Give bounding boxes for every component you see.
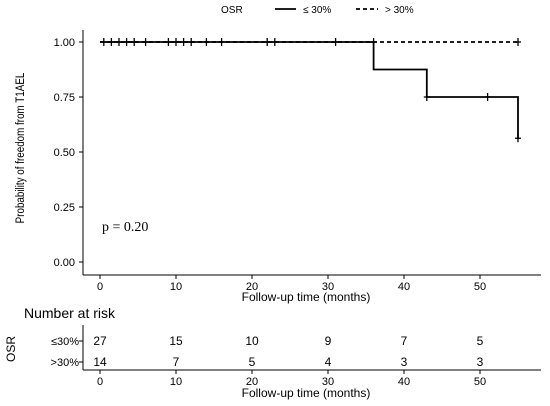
x-axis-label: Follow-up time (months) bbox=[242, 290, 371, 304]
risk-count: 7 bbox=[173, 355, 180, 369]
risk-count: 27 bbox=[93, 334, 107, 348]
risk-x-tick-label: 50 bbox=[474, 376, 486, 388]
risk-count: 3 bbox=[477, 355, 484, 369]
survival-curves bbox=[100, 38, 521, 143]
risk-count: 14 bbox=[93, 355, 107, 369]
legend: OSR ≤ 30% > 30% bbox=[221, 5, 414, 16]
x-ticks: 0 10 20 30 40 50 bbox=[97, 275, 486, 293]
y-tick-label: 0.00 bbox=[54, 257, 75, 269]
y-tick-label: 1.00 bbox=[54, 37, 75, 49]
legend-item-le30: ≤ 30% bbox=[303, 5, 331, 16]
legend-item-gt30: > 30% bbox=[385, 5, 414, 16]
risk-count: 7 bbox=[401, 334, 408, 348]
p-value-annotation: p = 0.20 bbox=[102, 220, 148, 235]
risk-x-tick-label: 30 bbox=[322, 376, 334, 388]
x-tick-label: 30 bbox=[322, 281, 334, 293]
legend-title: OSR bbox=[221, 5, 243, 16]
risk-rows: ≤30% 27 15 10 9 7 5 >30% 14 7 5 4 3 3 bbox=[51, 334, 484, 369]
risk-count: 5 bbox=[249, 355, 256, 369]
risk-table: Number at risk OSR ≤30% 27 15 10 9 7 5 >30% 14 7 5… bbox=[4, 305, 541, 400]
series-line-le30 bbox=[100, 41, 519, 139]
x-tick-label: 10 bbox=[170, 281, 182, 293]
x-tick-label: 20 bbox=[246, 281, 258, 293]
risk-count: 5 bbox=[477, 334, 484, 348]
risk-table-ylabel: OSR bbox=[4, 336, 18, 362]
risk-table-xlabel: Follow-up time (months) bbox=[242, 386, 371, 400]
x-tick-label: 50 bbox=[474, 281, 486, 293]
risk-row-label: >30% bbox=[51, 357, 80, 369]
risk-count: 4 bbox=[325, 355, 332, 369]
risk-x-tick-label: 20 bbox=[246, 376, 258, 388]
y-tick-label: 0.50 bbox=[54, 147, 75, 159]
risk-count: 15 bbox=[169, 334, 183, 348]
risk-x-tick-label: 40 bbox=[398, 376, 410, 388]
x-tick-label: 40 bbox=[398, 281, 410, 293]
y-tick-label: 0.75 bbox=[54, 92, 75, 104]
risk-row-label: ≤30% bbox=[51, 336, 79, 348]
y-axis-label: Probability of freedom from T1AEL bbox=[14, 73, 27, 224]
y-tick-label: 0.25 bbox=[54, 202, 75, 214]
risk-x-ticks: 0 10 20 30 40 50 bbox=[97, 370, 486, 388]
risk-count: 3 bbox=[401, 355, 408, 369]
risk-count: 10 bbox=[245, 334, 259, 348]
plot-area: 0.00 0.25 0.50 0.75 1.00 0 10 20 30 40 50 p = 0.2… bbox=[14, 30, 541, 304]
risk-count: 9 bbox=[325, 334, 332, 348]
risk-x-tick-label: 10 bbox=[170, 376, 182, 388]
x-tick-label: 0 bbox=[97, 281, 103, 293]
risk-x-tick-label: 0 bbox=[97, 376, 103, 388]
y-ticks: 0.00 0.25 0.50 0.75 1.00 bbox=[54, 37, 83, 269]
risk-table-title: Number at risk bbox=[24, 305, 116, 321]
